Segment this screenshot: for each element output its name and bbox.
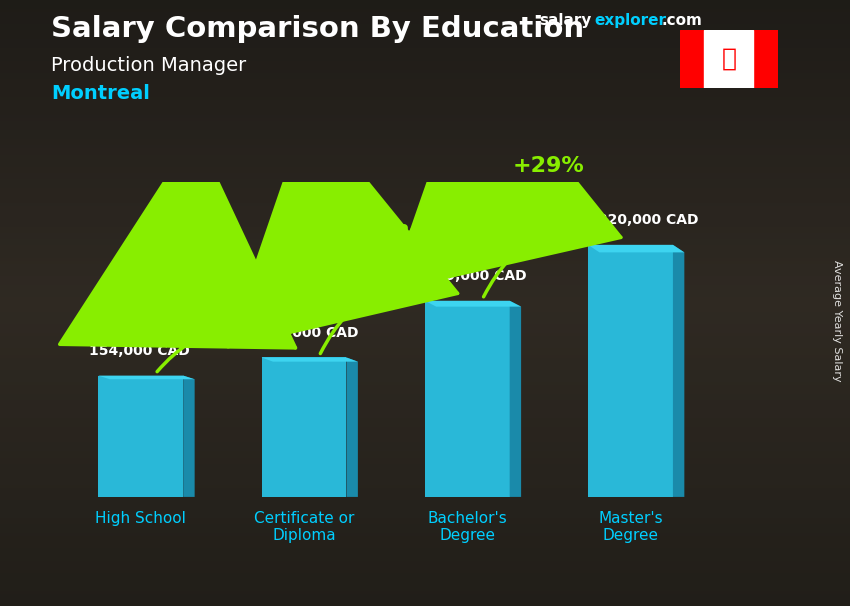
- Text: 249,000 CAD: 249,000 CAD: [427, 270, 527, 284]
- Polygon shape: [588, 245, 684, 252]
- Bar: [680, 30, 705, 88]
- Polygon shape: [425, 301, 510, 497]
- FancyArrowPatch shape: [60, 135, 296, 371]
- Text: .com: .com: [661, 13, 702, 28]
- Text: +29%: +29%: [513, 156, 585, 176]
- Text: Salary Comparison By Education: Salary Comparison By Education: [51, 15, 584, 43]
- Text: Average Yearly Salary: Average Yearly Salary: [832, 261, 842, 382]
- Text: +41%: +41%: [349, 224, 422, 244]
- Polygon shape: [99, 376, 195, 379]
- Polygon shape: [262, 358, 347, 497]
- Text: 320,000 CAD: 320,000 CAD: [598, 213, 699, 227]
- Text: Montreal: Montreal: [51, 84, 150, 102]
- Polygon shape: [184, 376, 195, 497]
- Text: 177,000 CAD: 177,000 CAD: [258, 326, 359, 340]
- Polygon shape: [425, 301, 521, 307]
- Polygon shape: [262, 358, 358, 362]
- Text: explorer: explorer: [594, 13, 666, 28]
- Text: 154,000 CAD: 154,000 CAD: [88, 344, 190, 358]
- Text: 🍁: 🍁: [722, 47, 736, 71]
- Text: salary: salary: [540, 13, 592, 28]
- FancyArrowPatch shape: [391, 53, 620, 297]
- Polygon shape: [588, 245, 673, 497]
- Text: Production Manager: Production Manager: [51, 56, 246, 75]
- Polygon shape: [673, 245, 684, 497]
- FancyArrowPatch shape: [228, 110, 457, 353]
- Bar: [705, 30, 753, 88]
- Polygon shape: [99, 376, 184, 497]
- Polygon shape: [510, 301, 521, 497]
- Polygon shape: [347, 358, 358, 497]
- Bar: [753, 30, 778, 88]
- Text: +15%: +15%: [186, 300, 258, 320]
